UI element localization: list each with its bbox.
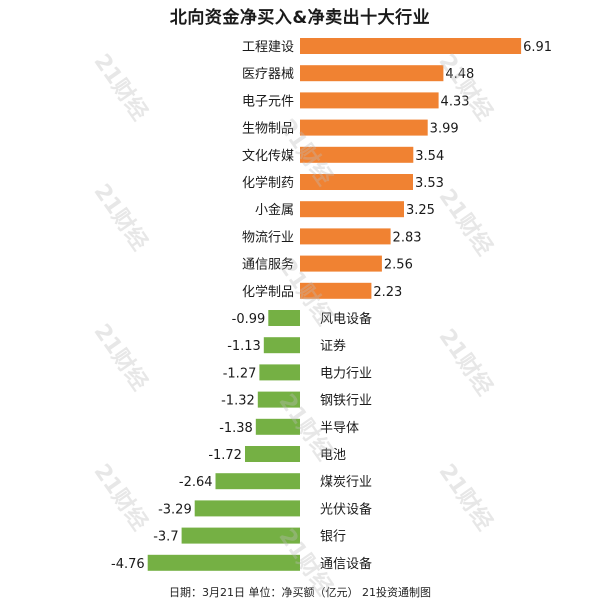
category-label: 煤炭行业 bbox=[320, 475, 372, 490]
bar bbox=[181, 527, 300, 544]
bar bbox=[263, 337, 300, 354]
data-label: 3.25 bbox=[406, 203, 435, 218]
category-label: 钢铁行业 bbox=[320, 394, 372, 409]
bar bbox=[300, 255, 382, 272]
data-label: 4.33 bbox=[441, 94, 470, 109]
bar bbox=[300, 38, 522, 54]
bar bbox=[300, 201, 404, 218]
chart-footer: 日期：3月21日 单位：净买额（亿元） 21投资通制图 bbox=[169, 586, 431, 599]
chart-title: 北向资金净买入&净卖出十大行业 bbox=[169, 8, 431, 28]
category-label: 化学制品 bbox=[242, 284, 294, 300]
category-label: 风电设备 bbox=[320, 311, 372, 327]
bar bbox=[255, 418, 300, 435]
category-label: 证券 bbox=[320, 338, 346, 354]
category-label: 电力行业 bbox=[320, 366, 372, 381]
data-label: 4.48 bbox=[445, 67, 474, 82]
category-label: 电子元件 bbox=[242, 94, 294, 109]
data-label: 6.91 bbox=[523, 40, 552, 55]
bar bbox=[147, 554, 300, 571]
data-label: 2.56 bbox=[384, 258, 413, 273]
data-label: -1.38 bbox=[219, 421, 253, 436]
category-label: 文化传媒 bbox=[242, 149, 294, 164]
bar bbox=[245, 446, 300, 462]
category-label: 半导体 bbox=[320, 421, 359, 436]
data-label: -2.64 bbox=[179, 475, 213, 490]
data-label: -4.76 bbox=[111, 557, 145, 572]
bar bbox=[300, 228, 391, 245]
data-label: -1.13 bbox=[227, 339, 261, 354]
category-label: 工程建设 bbox=[242, 40, 294, 55]
data-label: -1.72 bbox=[208, 448, 242, 463]
category-label: 电池 bbox=[320, 448, 346, 463]
category-label: 通信设备 bbox=[320, 556, 372, 572]
bar bbox=[300, 146, 414, 163]
category-label: 生物制品 bbox=[242, 122, 294, 137]
bar bbox=[268, 310, 300, 326]
bar bbox=[259, 364, 300, 381]
bar bbox=[300, 92, 439, 109]
data-label: -3.29 bbox=[158, 502, 192, 517]
data-label: 3.99 bbox=[430, 122, 459, 137]
data-label: 2.23 bbox=[373, 285, 402, 300]
bar bbox=[300, 174, 413, 190]
category-label: 银行 bbox=[320, 530, 346, 545]
bar bbox=[215, 473, 300, 490]
data-label: 3.54 bbox=[415, 149, 444, 164]
category-label: 化学制药 bbox=[242, 175, 294, 191]
category-label: 物流行业 bbox=[242, 230, 294, 245]
data-label: -1.27 bbox=[223, 366, 257, 381]
category-label: 小金属 bbox=[255, 202, 294, 218]
category-label: 医疗器械 bbox=[242, 67, 294, 82]
data-label: -1.32 bbox=[221, 394, 255, 409]
bar bbox=[300, 65, 444, 82]
category-label: 光伏设备 bbox=[320, 501, 372, 517]
data-label: -0.99 bbox=[232, 312, 266, 327]
data-label: -3.7 bbox=[153, 530, 178, 545]
bar bbox=[300, 119, 428, 136]
bar bbox=[194, 500, 300, 517]
bar bbox=[257, 391, 300, 408]
bar bbox=[300, 282, 372, 299]
data-label: 2.83 bbox=[393, 230, 422, 245]
data-label: 3.53 bbox=[415, 176, 444, 191]
category-label: 通信服务 bbox=[242, 257, 294, 273]
